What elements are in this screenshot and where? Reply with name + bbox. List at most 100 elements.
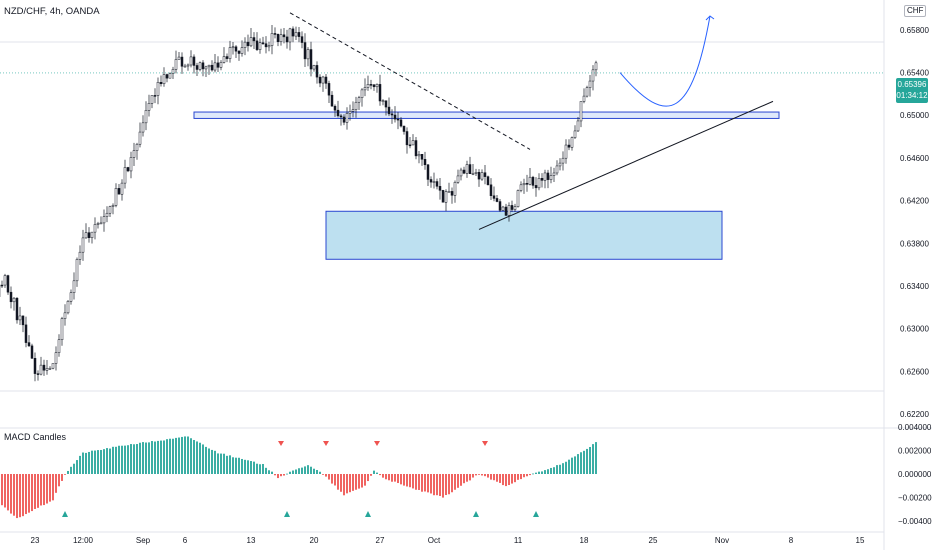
candle-body [405,131,409,146]
macd-bar [331,474,333,484]
buy-signal-marker [62,511,68,517]
macd-bar [583,450,585,474]
projection-curve [619,15,711,107]
current-price-value: 0.65396 [897,80,927,89]
symbol-title[interactable]: NZD/CHF, 4h, OANDA [4,6,100,17]
candle-body [102,216,106,224]
time-axis-tick-label: 12:00 [73,536,94,545]
macd-bar [115,446,117,474]
macd-title[interactable]: MACD Candles [4,432,67,442]
candle-body [453,182,457,196]
candle-body [498,201,502,211]
macd-bar [40,474,42,506]
candle-body [441,190,445,203]
candle-body [324,76,328,84]
candle-body [48,367,52,370]
macd-bar [367,474,369,482]
candle-body [249,37,253,47]
candle-body [288,28,292,43]
macd-bar [256,463,258,474]
candle-body [270,33,274,46]
macd-bar [19,474,21,518]
macd-bar [484,474,486,477]
price-axis-tick-label: 0.63400 [900,282,929,291]
macd-bar [136,444,138,474]
candle-body [186,64,190,67]
macd-bar [304,466,306,474]
candle-body [66,301,70,314]
macd-bar [226,455,228,474]
candle-body [363,87,367,91]
price-axis-tick-label: 0.65400 [900,69,929,78]
candle-body [372,84,376,88]
candle-body [321,76,325,84]
macd-axis-tick-label: 0.000000 [898,470,932,479]
macd-bar [508,474,510,486]
candle-body [216,62,220,68]
macd-bar [253,461,255,474]
macd-bar [121,445,123,474]
macd-bar [259,464,261,474]
grid-layer [0,41,884,392]
candle-body [429,179,433,183]
macd-bar [142,442,144,474]
macd-bar [547,469,549,474]
candle-body [576,120,580,132]
macd-bar [472,474,474,478]
candle-body [213,62,217,71]
macd-bar [439,474,441,496]
candle-body [579,101,583,122]
macd-bar [94,450,96,474]
macd-bar [280,474,282,477]
candle-body [432,181,436,183]
macd-bar [463,474,465,484]
buy-signal-marker [284,511,290,517]
candle-body [402,125,406,132]
macd-bar [205,446,207,474]
macd-bar [124,445,126,474]
macd-bar [295,469,297,474]
candle-body [384,100,388,108]
macd-bar [334,474,336,486]
candle-body [534,185,538,189]
candle-body [339,115,343,118]
macd-axis-tick-label: 0.004000 [898,423,932,432]
zones-layer [193,111,780,260]
macd-bar [247,460,249,474]
candle-body [396,118,400,121]
macd-bar [43,474,45,506]
candle-body [162,74,166,85]
macd-bar [55,474,57,493]
candle-body [471,173,475,175]
candle-body [306,49,310,60]
macd-bar [358,474,360,489]
macd-bar [553,467,555,474]
macd-bar [571,457,573,474]
candle-body [546,172,550,180]
candle-body [468,164,472,174]
ascending-trendline [478,100,774,230]
price-axis-tick-label: 0.63800 [900,239,929,248]
candle-body [6,275,10,293]
macd-bar [262,463,264,474]
macd-bar [505,474,507,487]
candle-body [336,109,340,117]
macd-bar [250,461,252,474]
candle-body [309,49,313,70]
macd-bar [151,441,153,474]
macd-bar [238,457,240,474]
macd-bar [172,438,174,474]
macd-bar [487,474,489,478]
macd-axis-tick-label: 0.002000 [898,447,932,456]
macd-bar [370,474,372,476]
support-zone [325,210,723,260]
candle-body [543,172,547,181]
countdown-timer: 01:34:12 [896,91,928,100]
candle-body [75,259,79,282]
macd-bar [166,439,168,474]
candle-body [435,181,439,187]
candle-body [387,106,391,115]
candle-body [456,175,460,183]
candle-body [531,176,535,186]
macd-bar [586,448,588,474]
